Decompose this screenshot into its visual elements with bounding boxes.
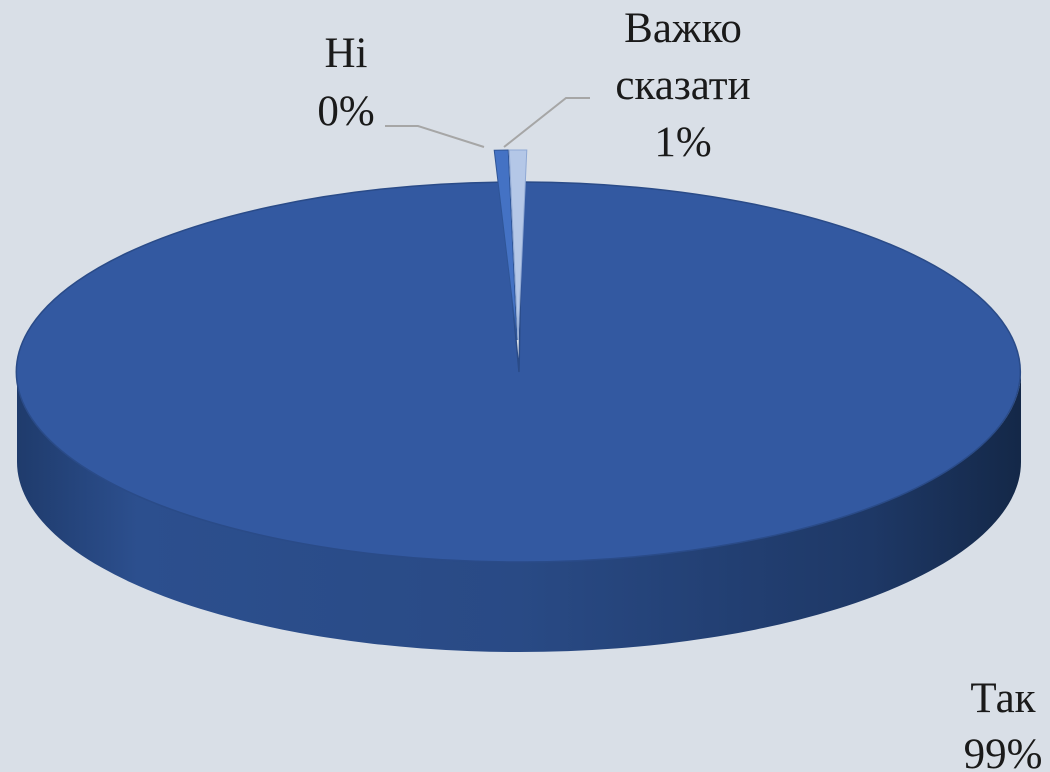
data-label-vazhko-name-line1: Важко [624,5,742,52]
data-label-ni-name: Ні [325,30,368,77]
pie-slice-tak [15,181,1022,563]
leader-line-vazhko-skazaty [503,97,590,148]
data-label-tak-name: Так [970,675,1035,722]
pie-slice-side-tak [17,372,1021,652]
data-label-vazhko-value: 1% [654,119,711,166]
data-label-tak-value: 99% [964,731,1043,772]
pie-slice-vazhko-skazaty [508,149,528,341]
data-label-vazhko-name-line2: сказати [615,62,750,109]
data-label-ni-value: 0% [317,88,374,135]
leader-line-ni [385,125,485,148]
pie-slice-ni [493,149,518,341]
